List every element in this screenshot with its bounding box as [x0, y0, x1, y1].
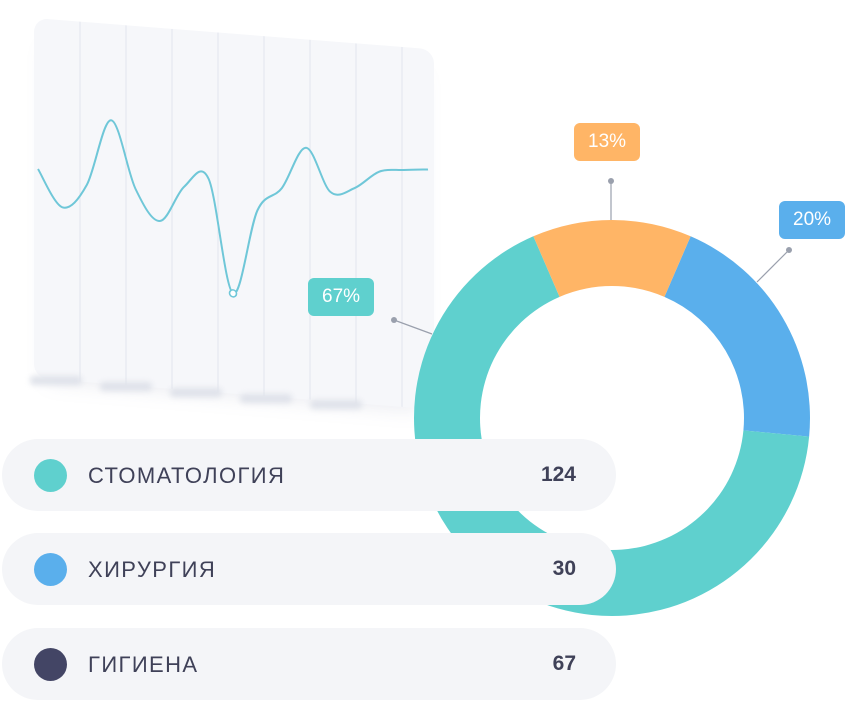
percent-badge-surgery: 20%	[779, 201, 846, 239]
blurred-tick-label	[170, 388, 222, 397]
leader-line	[756, 249, 790, 283]
percent-badge-stomatology: 67%	[308, 278, 375, 316]
blurred-tick-label	[310, 400, 362, 409]
legend-label: СТОМАТОЛОГИЯ	[88, 463, 286, 488]
legend-label: ГИГИЕНА	[88, 652, 199, 677]
line-chart	[37, 21, 429, 408]
blurred-tick-label	[100, 382, 152, 391]
donut-slice-surgery	[664, 236, 810, 437]
line-chart-card	[34, 18, 434, 410]
percent-badge-hygiene-orange: 13%	[574, 123, 641, 161]
legend-value: 30	[552, 557, 576, 580]
legend-row-stomatology: СТОМАТОЛОГИЯ 124	[2, 439, 616, 511]
legend-value: 124	[540, 463, 576, 486]
leader-dot	[608, 178, 614, 184]
legend-label: ХИРУРГИЯ	[88, 557, 217, 582]
line-point-marker	[228, 289, 238, 298]
legend-dot	[34, 648, 67, 681]
blurred-tick-label	[240, 394, 292, 403]
legend-dot	[34, 553, 67, 586]
blurred-tick-label	[30, 376, 82, 385]
legend-row-surgery: ХИРУРГИЯ 30	[2, 533, 616, 605]
legend-row-hygiene: ГИГИЕНА 67	[2, 628, 616, 700]
x-axis-labels-blurred	[30, 368, 380, 428]
legend-dot	[34, 459, 67, 492]
leader-dot	[786, 247, 792, 253]
donut-slice-orange	[533, 220, 691, 297]
legend-value: 67	[552, 652, 576, 675]
